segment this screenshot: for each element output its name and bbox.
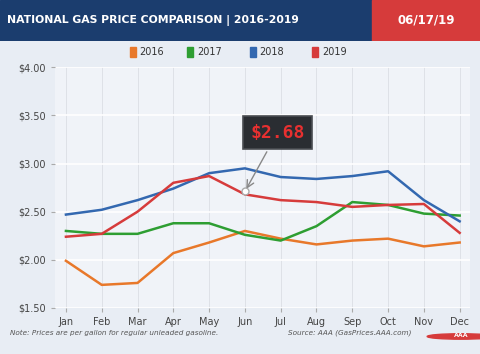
Bar <box>312 47 318 57</box>
Circle shape <box>427 334 480 339</box>
Text: Note: Prices are per gallon for regular unleaded gasoline.: Note: Prices are per gallon for regular … <box>10 330 218 336</box>
Text: NATIONAL GAS PRICE COMPARISON | 2016-2019: NATIONAL GAS PRICE COMPARISON | 2016-201… <box>7 15 299 26</box>
Text: Source: AAA (GasPrices.AAA.com): Source: AAA (GasPrices.AAA.com) <box>288 329 411 336</box>
Bar <box>372 0 480 41</box>
Bar <box>130 47 136 57</box>
Text: 2018: 2018 <box>260 47 284 57</box>
Text: 2017: 2017 <box>197 47 222 57</box>
Text: 2016: 2016 <box>140 47 164 57</box>
Bar <box>0 0 372 41</box>
Text: 06/17/19: 06/17/19 <box>397 14 455 27</box>
Text: AAA: AAA <box>454 333 468 338</box>
Text: 2019: 2019 <box>322 47 347 57</box>
Bar <box>187 47 193 57</box>
Text: $2.68: $2.68 <box>247 124 305 188</box>
Bar <box>250 47 256 57</box>
